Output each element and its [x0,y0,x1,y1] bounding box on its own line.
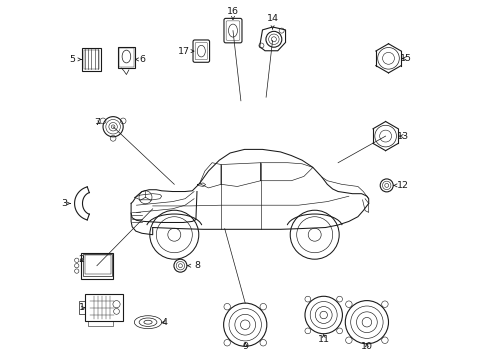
Bar [79,301,85,314]
Bar [82,254,112,276]
Text: 15: 15 [399,54,411,63]
Text: 11: 11 [317,334,329,343]
Text: 10: 10 [360,342,372,351]
Bar [83,50,99,69]
Text: 17: 17 [178,46,194,55]
Text: 7: 7 [94,118,101,127]
Text: 13: 13 [396,132,408,140]
Text: 6: 6 [135,55,144,64]
Bar [81,253,113,279]
Text: 3: 3 [61,199,70,208]
Text: 12: 12 [393,181,408,190]
Bar [82,48,101,71]
Text: 5: 5 [69,55,81,64]
Text: 2: 2 [79,256,84,264]
Text: 16: 16 [226,7,239,19]
Bar [118,47,134,68]
Text: 4: 4 [161,318,167,327]
Text: 9: 9 [242,342,248,351]
Text: 14: 14 [266,14,278,29]
Bar [119,48,133,67]
Bar [88,321,112,326]
Bar [84,255,110,274]
Text: 8: 8 [187,261,200,270]
Text: 1: 1 [79,303,84,312]
Bar [85,294,123,321]
